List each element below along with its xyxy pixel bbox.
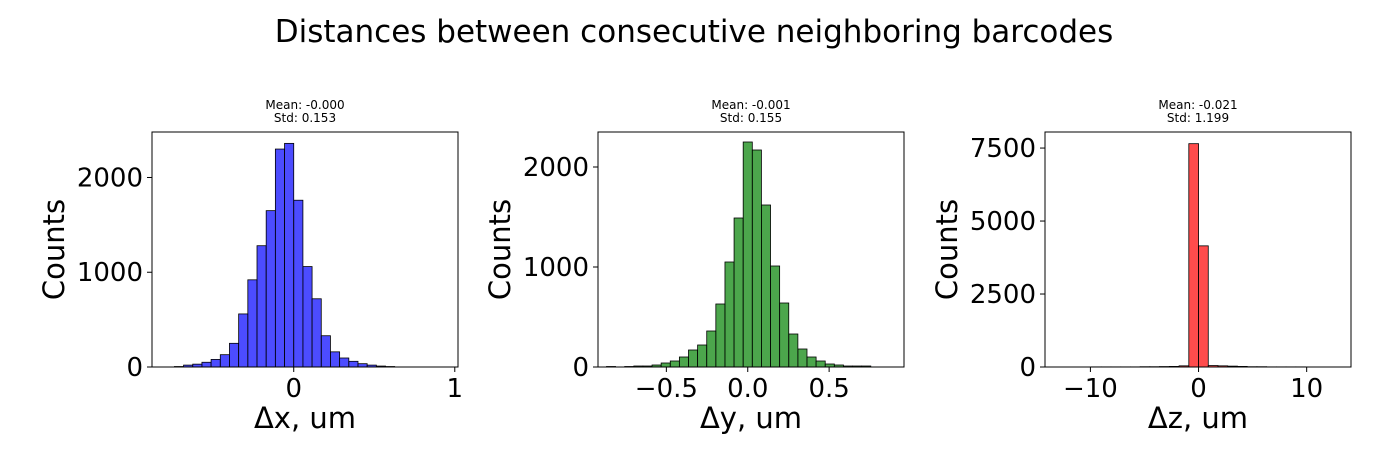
panel-dz-x-tick-label: −10 — [1063, 374, 1118, 404]
panel-dx-subtitle-line-2: Std: 0.153 — [274, 111, 336, 125]
figure-title: Distances between consecutive neighborin… — [275, 14, 1114, 50]
panel-dx-bar — [339, 357, 350, 368]
panel-dy-y-tick-label: 1000 — [523, 253, 589, 283]
panel-dy-bar — [733, 217, 744, 368]
panel-dx-bar — [238, 313, 249, 368]
panel-dy-bar — [797, 348, 808, 368]
panel-dy-bar — [724, 261, 735, 368]
panel-dx-bar — [256, 245, 267, 368]
panel-dz-y-tick-label: 7500 — [970, 134, 1036, 164]
panel-dx-bar — [229, 342, 240, 368]
panel-dx-bar — [330, 351, 341, 368]
panel-dy-bar — [678, 356, 689, 368]
panel-dz-axes-frame — [1044, 131, 1352, 368]
panel-dz-subtitle-line-1: Mean: -0.021 — [1158, 98, 1237, 112]
panel-dy-x-tick-label: −0.5 — [635, 374, 698, 404]
panel-dy-bar — [806, 356, 817, 368]
panel-dz-bars — [1091, 143, 1306, 368]
panel-dz-x-tick-label: 10 — [1290, 374, 1323, 404]
panel-dz-bar — [1198, 245, 1209, 368]
panel-dx-bar — [284, 142, 295, 368]
panel-dx-y-tick-label: 0 — [126, 353, 143, 383]
panel-dy-y-axis-label: Counts — [483, 199, 517, 300]
panel-dz-y-tick-label: 5000 — [970, 207, 1036, 237]
panel-dz-x-tick-label: 0 — [1190, 374, 1207, 404]
panel-dy-x-tick-label: 0.5 — [808, 374, 849, 404]
panel-dy-x-tick-label: 0.0 — [727, 374, 768, 404]
panel-dx-bars — [173, 142, 396, 368]
panel-dy-y-tick-label: 0 — [572, 353, 589, 383]
panel-dx-x-axis-label: Δx, um — [254, 401, 356, 435]
panel-dz-x-axis-label: Δz, um — [1148, 401, 1248, 435]
panel-dz-subtitle-line-2: Std: 1.199 — [1167, 111, 1229, 125]
panel-dx-y-axis-label: Counts — [37, 199, 71, 300]
panel-dy-bar — [688, 349, 699, 368]
panel-dy-bars — [606, 141, 872, 368]
panel-dy-bar — [742, 141, 753, 368]
panel-dy-bar — [706, 330, 717, 368]
panel-dx-bar — [219, 354, 230, 368]
panel-dz-y-tick-label: 0 — [1019, 353, 1036, 383]
panel-dx-bar — [302, 266, 313, 368]
panel-dx-bar — [311, 298, 322, 368]
panel-dx-x-tick-label: 0 — [285, 374, 302, 404]
panel-dy-bar — [779, 302, 790, 368]
panel-dz-y-tick-label: 2500 — [970, 280, 1036, 310]
panel-dx-axes-frame — [151, 131, 459, 368]
panel-dz-bar — [1188, 143, 1199, 368]
panel-dx-bar — [201, 361, 212, 368]
panel-dx-bar — [320, 335, 331, 368]
panel-dy-y-tick-label: 2000 — [523, 153, 589, 183]
panel-dx-y-tick-label: 1000 — [77, 258, 143, 288]
panel-dx-x-tick-label: 1 — [447, 374, 464, 404]
panel-dy-bar — [770, 265, 781, 368]
panel-dy-x-axis-label: Δy, um — [700, 401, 802, 435]
panel-dy-bar — [669, 360, 680, 368]
panel-dz-y-axis-label: Counts — [930, 199, 964, 300]
panel-dx-subtitle-line-1: Mean: -0.000 — [265, 98, 344, 112]
panel-dy-bar — [761, 204, 771, 368]
panel-dy-bar — [788, 333, 799, 368]
panel-dy-subtitle-line-2: Std: 0.155 — [720, 111, 782, 125]
panel-dx-y-tick-label: 2000 — [77, 163, 143, 193]
panel-dy-bar — [697, 344, 708, 368]
panel-dx-bar — [247, 279, 258, 368]
panel-dy-bar — [815, 360, 826, 368]
panel-dy-bar — [751, 149, 762, 368]
panel-dx-bar — [210, 359, 221, 368]
panel-dx-bar — [274, 148, 285, 368]
panel-dx-bar — [293, 199, 304, 368]
panel-dy-bar — [715, 303, 726, 368]
panel-dy-axes-frame — [597, 131, 905, 368]
panel-dx-bar — [348, 360, 359, 368]
panel-dx-bar — [265, 210, 276, 368]
panel-dy-subtitle-line-1: Mean: -0.001 — [711, 98, 790, 112]
panel-dy-bar — [660, 362, 671, 368]
